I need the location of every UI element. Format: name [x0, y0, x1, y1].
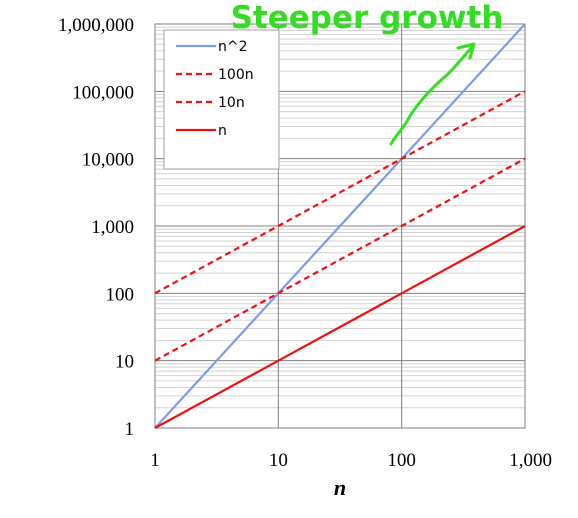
legend-label: 100n — [218, 67, 254, 83]
y-tick-label: 1,000 — [91, 217, 134, 238]
x-tick-label: 100 — [387, 450, 416, 471]
legend-label: 10n — [218, 95, 245, 111]
x-tick-label: 10 — [269, 450, 288, 471]
y-tick-label: 1 — [125, 419, 135, 440]
legend-label: n — [218, 123, 227, 139]
y-tick-label: 10 — [115, 352, 134, 373]
x-tick-label: 1 — [150, 450, 160, 471]
x-axis-title: n — [334, 475, 346, 500]
legend: n^2 100n 10n n — [164, 30, 279, 169]
y-tick-label: 10,000 — [82, 150, 134, 171]
y-tick-label: 100,000 — [72, 82, 134, 103]
legend-label: n^2 — [218, 39, 248, 55]
y-tick-label: 100 — [106, 284, 135, 305]
annotation-text: Steeper growth — [231, 0, 504, 36]
x-tick-label: 1,000 — [509, 450, 552, 471]
y-tick-label: 1,000,000 — [58, 15, 134, 36]
